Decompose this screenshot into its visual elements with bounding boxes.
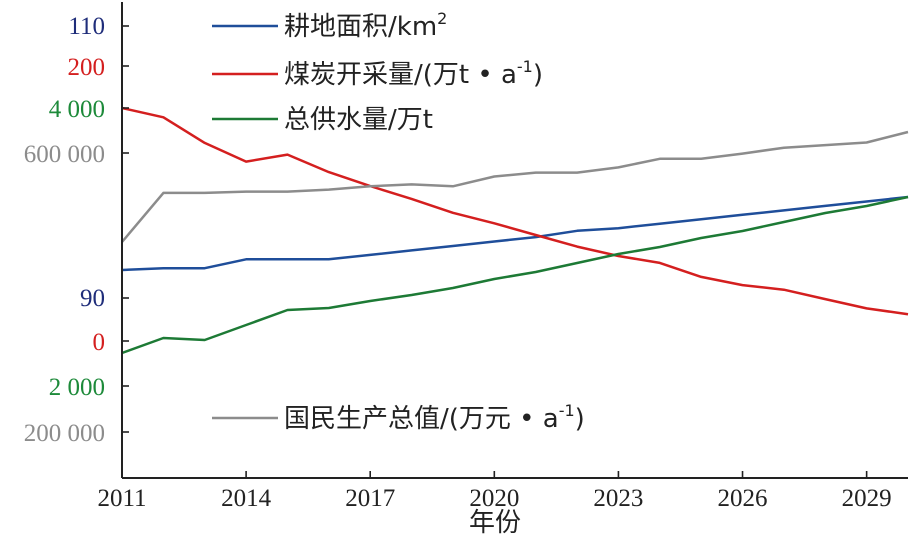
y-label-coal: 0 — [93, 329, 106, 356]
x-axis-title: 年份 — [469, 508, 521, 538]
x-tick-label: 2017 — [345, 485, 395, 512]
axis-layer: 2011 2014 2017 2020 2023 2026 2029 — [97, 2, 908, 512]
legend: 耕地面积/km2 煤炭开采量/(万t • a-1) 总供水量/万t 国民生产总值/(万… — [212, 9, 585, 434]
legend-label-coal: 煤炭开采量/(万t • a-1) — [284, 57, 543, 90]
x-tick-label: 2023 — [593, 485, 643, 512]
y-label-gdp: 600 000 — [24, 141, 105, 168]
y-label-coal: 200 — [68, 54, 106, 81]
x-tick-label: 2020 — [469, 485, 519, 512]
series-line-water — [121, 195, 909, 355]
x-tick-label: 2014 — [221, 485, 272, 512]
x-tick-label: 2026 — [718, 485, 768, 512]
y-label-farmland: 110 — [68, 13, 105, 40]
series-layer — [121, 106, 909, 355]
x-tick-label: 2029 — [842, 485, 892, 512]
y-axis-labels: 110 90 200 0 4 000 2 000 600 000 200 000 — [24, 13, 105, 447]
y-label-farmland: 90 — [80, 285, 105, 312]
x-tick-label: 2011 — [97, 485, 146, 512]
y-label-gdp: 200 000 — [24, 420, 105, 447]
legend-label-gdp: 国民生产总值/(万元 • a-1) — [284, 401, 585, 434]
legend-label-water: 总供水量/万t — [284, 105, 433, 135]
y-label-water: 2 000 — [49, 374, 105, 401]
series-line-gdp — [121, 130, 909, 243]
series-line-farmland — [121, 195, 909, 272]
series-line-coal — [121, 106, 909, 316]
legend-label-farmland: 耕地面积/km2 — [284, 9, 447, 42]
y-label-water: 4 000 — [49, 96, 105, 123]
